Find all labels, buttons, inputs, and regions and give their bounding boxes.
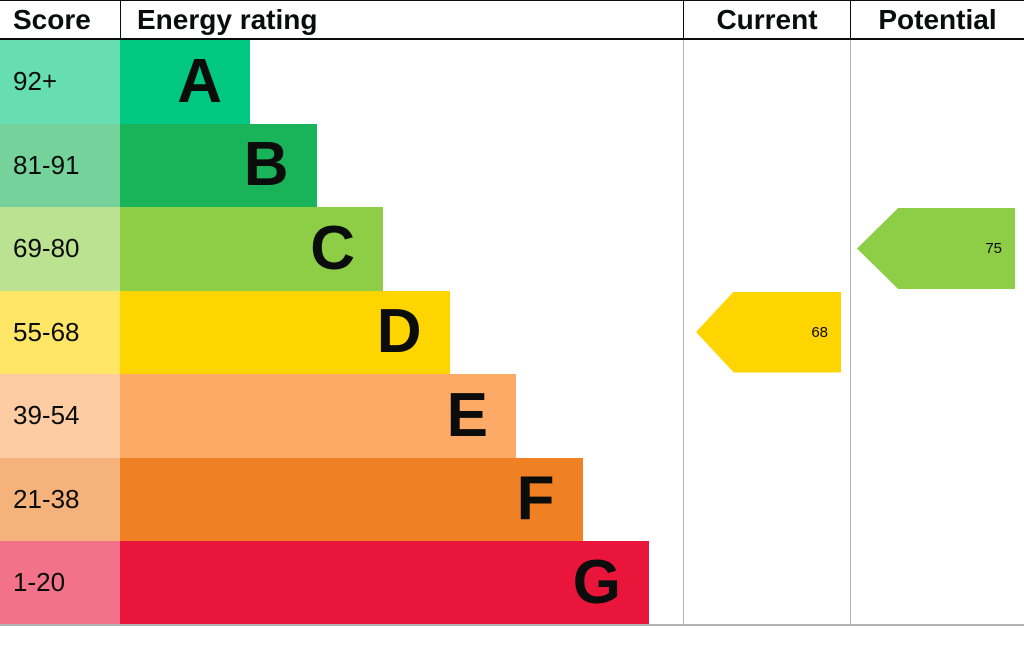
band-letter: E: [446, 380, 488, 450]
band-bar-e: E: [120, 374, 516, 458]
current-rating-value: 68: [811, 323, 828, 341]
band-letter: A: [177, 46, 222, 116]
potential-rating-arrow: 75: [857, 208, 1015, 289]
band-row-d: 55-68 D: [0, 290, 683, 374]
band-bar-d: D: [120, 290, 450, 374]
band-bar-g: G: [120, 541, 649, 625]
band-letter: F: [516, 464, 555, 534]
score-column-header: Score: [13, 3, 91, 35]
band-letter: D: [376, 297, 422, 367]
band-bar-c: C: [120, 207, 383, 291]
band-row-f: 21-38 F: [0, 457, 683, 541]
potential-column-header: Potential: [850, 1, 1024, 38]
score-range-label: 39-54: [0, 374, 120, 458]
potential-column-divider: [850, 40, 851, 625]
band-letter: B: [243, 130, 289, 200]
band-row-a: 92+ A: [0, 40, 683, 124]
potential-rating-value: 75: [985, 240, 1002, 257]
band-letter: G: [572, 547, 621, 617]
band-bar-a: A: [120, 40, 250, 124]
current-column-divider: [683, 40, 684, 625]
band-bar-b: B: [120, 123, 317, 207]
score-range-label: 1-20: [0, 541, 120, 625]
band-letter: C: [310, 213, 355, 283]
chart-header: Score Energy rating Current Potential: [0, 0, 1024, 40]
band-bar-f: F: [120, 457, 583, 541]
band-row-e: 39-54 E: [0, 374, 683, 458]
score-range-label: 92+: [0, 40, 120, 124]
score-range-label: 21-38: [0, 457, 120, 541]
band-row-b: 81-91 B: [0, 123, 683, 207]
rating-bands: 92+ A 81-91 B 69-80 C 55-68 D 39-54 E 21…: [0, 40, 683, 625]
score-range-label: 81-91: [0, 123, 120, 207]
score-range-label: 55-68: [0, 290, 120, 374]
score-range-label: 69-80: [0, 207, 120, 291]
band-row-g: 1-20 G: [0, 541, 683, 625]
energy-rating-column-header: Energy rating: [120, 1, 683, 38]
current-column-header: Current: [683, 1, 850, 38]
chart-bottom-border: [0, 624, 1024, 626]
band-row-c: 69-80 C: [0, 207, 683, 291]
current-rating-arrow: 68: [696, 291, 841, 373]
